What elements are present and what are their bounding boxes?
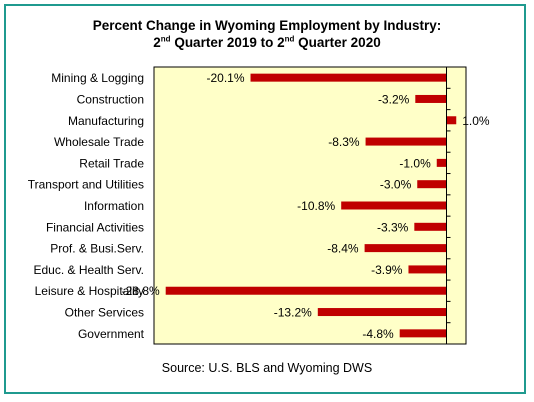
bar	[165, 286, 447, 295]
category-label: Retail Trade	[79, 156, 144, 170]
chart-title: Percent Change in Wyoming Employment by …	[0, 17, 534, 51]
bar	[341, 201, 447, 210]
title-superscript: nd	[160, 34, 171, 44]
category-label: Construction	[77, 92, 144, 106]
category-label: Financial Activities	[46, 220, 144, 234]
bar	[436, 158, 447, 167]
title-part: 2	[153, 35, 161, 50]
data-label: -10.8%	[297, 199, 335, 213]
bar	[364, 244, 447, 253]
category-label: Other Services	[65, 306, 144, 320]
category-label: Leisure & Hospitality	[35, 284, 144, 298]
data-label: -3.3%	[377, 220, 409, 234]
title-part: Quarter 2019 to 2	[170, 35, 285, 50]
category-label: Manufacturing	[68, 114, 144, 128]
category-label: Government	[78, 327, 145, 341]
bar	[399, 329, 447, 338]
bar	[414, 222, 447, 231]
title-superscript: nd	[284, 34, 295, 44]
data-label: -3.2%	[378, 92, 410, 106]
data-label: -1.0%	[399, 156, 431, 170]
category-label: Mining & Logging	[51, 71, 144, 85]
data-label: -4.8%	[362, 327, 394, 341]
data-label: -3.9%	[371, 263, 403, 277]
chart-title-line1: Percent Change in Wyoming Employment by …	[92, 18, 442, 33]
bar	[415, 94, 447, 103]
data-label: -20.1%	[206, 71, 244, 85]
chart-source: Source: U.S. BLS and Wyoming DWS	[161, 361, 373, 375]
data-label: 1.0%	[462, 114, 490, 128]
data-label: -28.8%	[122, 284, 160, 298]
data-label: -3.0%	[380, 178, 412, 192]
category-label: Wholesale Trade	[54, 135, 144, 149]
category-label: Prof. & Busi.Serv.	[50, 242, 144, 256]
bar	[365, 137, 447, 146]
data-label: -13.2%	[274, 306, 312, 320]
category-label: Educ. & Health Serv.	[34, 263, 145, 277]
bar	[250, 73, 447, 82]
category-label: Transport and Utilities	[28, 178, 144, 192]
chart-title-line2: 2nd Quarter 2019 to 2nd Quarter 2020	[0, 34, 534, 51]
bar	[446, 116, 457, 125]
title-part: Quarter 2020	[294, 35, 381, 50]
data-label: -8.4%	[327, 242, 359, 256]
category-label: Information	[84, 199, 144, 213]
bar	[408, 265, 447, 274]
bar	[417, 180, 447, 189]
bar	[317, 308, 447, 317]
data-label: -8.3%	[328, 135, 360, 149]
